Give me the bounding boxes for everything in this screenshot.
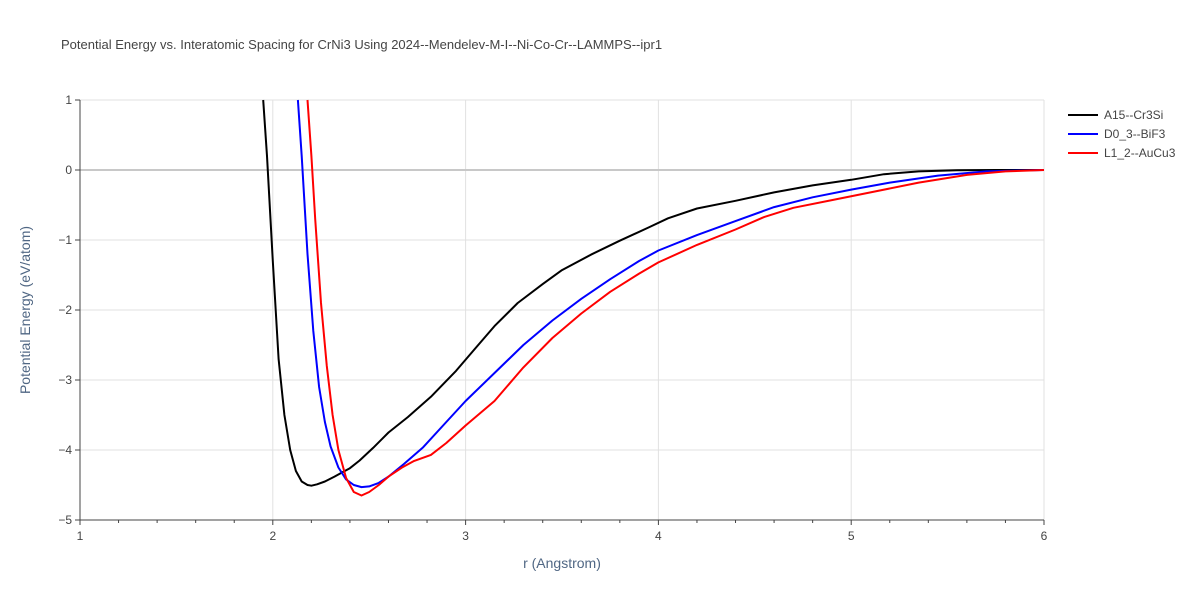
x-tick-label: 2 [269, 529, 276, 543]
y-tick-label: 1 [65, 93, 72, 107]
axes: 1 2 3 4 5 6 −5 −4 −3 −2 −1 0 1 [58, 93, 1047, 543]
y-tick-label: −1 [58, 233, 72, 247]
x-tick-label: 3 [462, 529, 469, 543]
y-tick-label: −3 [58, 373, 72, 387]
x-axis-title: r (Angstrom) [523, 555, 601, 571]
x-tick-label: 6 [1041, 529, 1048, 543]
chart-title: Potential Energy vs. Interatomic Spacing… [61, 37, 663, 52]
legend: A15--Cr3Si D0_3--BiF3 L1_2--AuCu3 [1068, 108, 1176, 160]
series-line-2 [296, 99, 1044, 489]
series-lines [262, 99, 1044, 497]
x-tick-label: 4 [655, 529, 662, 543]
y-axis-title: Potential Energy (eV/atom) [17, 226, 33, 394]
legend-label: A15--Cr3Si [1104, 108, 1163, 122]
y-tick-label: −4 [58, 443, 72, 457]
y-tick-label: 0 [65, 163, 72, 177]
y-tick-label: −2 [58, 303, 72, 317]
x-tick-label: 5 [848, 529, 855, 543]
series-line-1 [262, 99, 1044, 487]
x-tick-label: 1 [77, 529, 84, 543]
y-tick-label: −5 [58, 513, 72, 527]
series-line-3 [306, 99, 1044, 497]
grid-lines [80, 99, 1045, 520]
legend-label: D0_3--BiF3 [1104, 127, 1166, 141]
legend-label: L1_2--AuCu3 [1104, 146, 1176, 160]
